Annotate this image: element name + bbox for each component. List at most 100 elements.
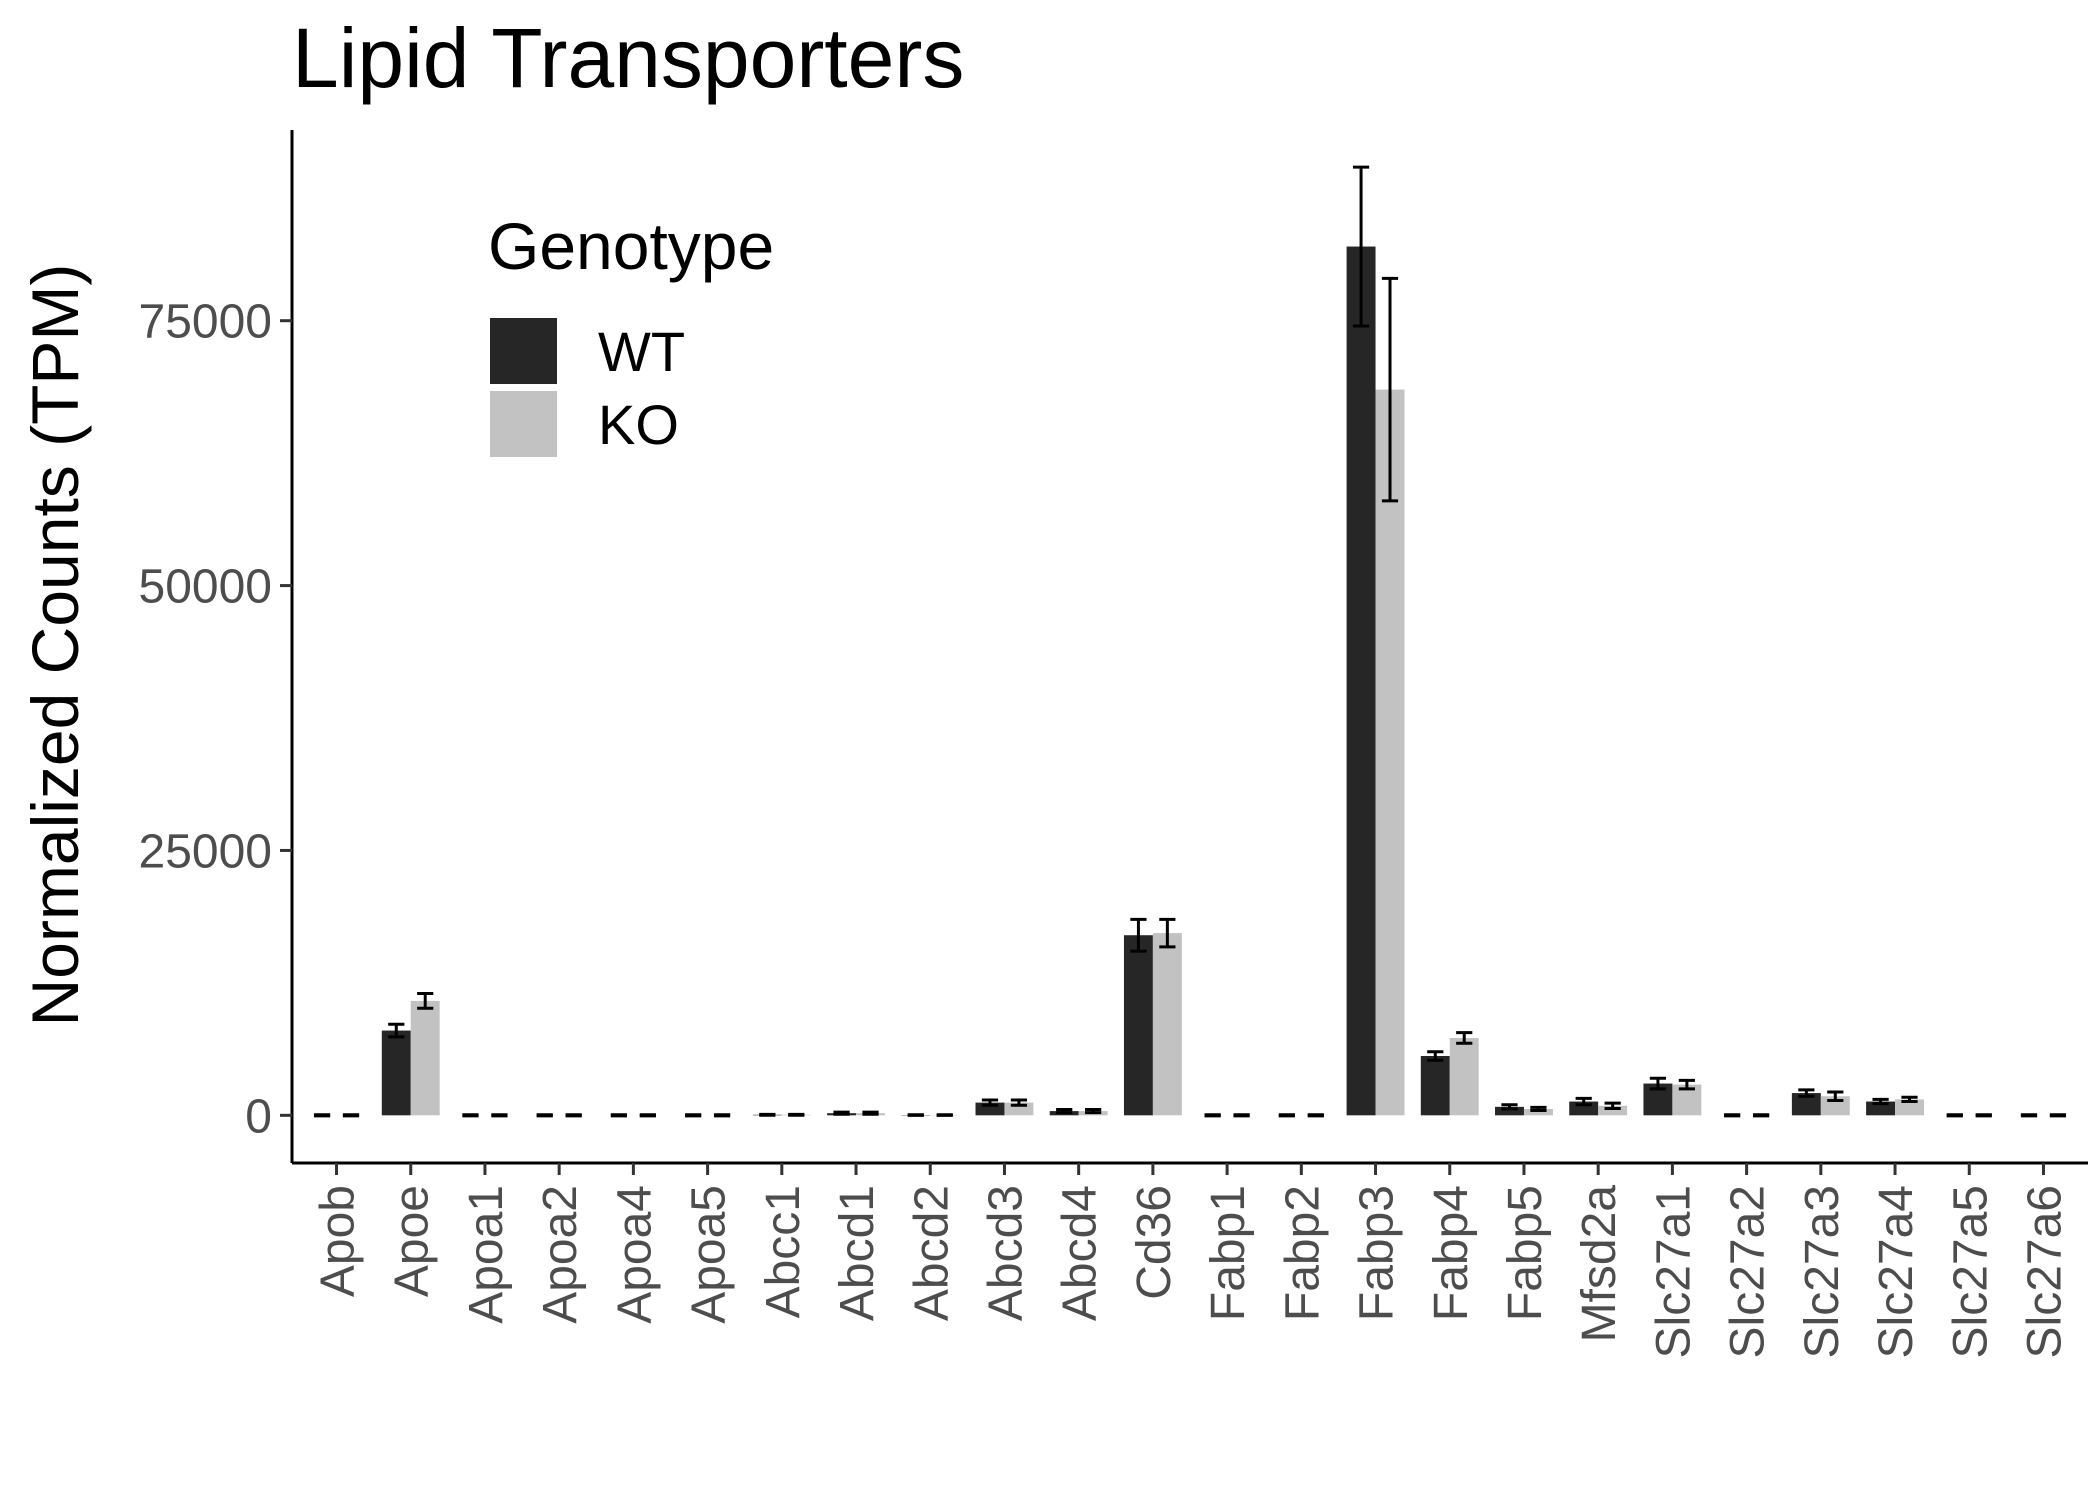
x-tick-label: Apoa5: [683, 1185, 736, 1324]
bar-ko-fabp3: [1375, 389, 1405, 1116]
bar-ko-mfsd2a: [1598, 1105, 1628, 1116]
x-tick-label: Slc27a3: [1796, 1185, 1849, 1358]
errorbar-wt-abcd2: [907, 1113, 924, 1117]
legend-swatch-wt: [490, 318, 557, 384]
bar-wt-apoe: [381, 1030, 411, 1116]
errorbar-ko-fabp3: [1381, 276, 1399, 503]
bar-wt-fabp3: [1346, 246, 1376, 1116]
x-tick-label: Slc27a5: [1944, 1185, 1997, 1358]
errorbar-wt-slc27a6: [2020, 1113, 2038, 1118]
series-ko: [342, 276, 2067, 1118]
errorbar-wt-apoa4: [610, 1113, 628, 1118]
errorbar-wt-slc27a1: [1649, 1076, 1667, 1091]
y-axis-title: Normalized Counts (TPM): [18, 264, 92, 1027]
errorbar-ko-slc27a2: [1752, 1113, 1770, 1118]
bar-wt-cd36: [1123, 935, 1153, 1116]
errorbar-wt-slc27a5: [1946, 1113, 1963, 1118]
x-tick-label: Cd36: [1128, 1185, 1181, 1300]
errorbar-ko-abcd2: [936, 1113, 953, 1117]
errorbar-wt-fabp2: [1278, 1113, 1295, 1118]
bar-wt-fabp4: [1420, 1055, 1450, 1116]
x-tick-label: Slc27a4: [1870, 1185, 1923, 1358]
errorbar-wt-fabp4: [1427, 1050, 1444, 1062]
chart-title: Lipid Transporters: [292, 11, 964, 105]
errorbar-ko-slc27a3: [1827, 1090, 1844, 1102]
errorbar-ko-apoe: [417, 991, 434, 1010]
errorbar-wt-apoa1: [462, 1113, 479, 1118]
errorbar-ko-cd36: [1159, 917, 1176, 949]
x-tick-label: Abcd2: [905, 1185, 958, 1321]
errorbar-wt-abcd4: [1056, 1108, 1073, 1115]
x-tick-label: Fabp3: [1351, 1185, 1404, 1321]
x-tick-label: Mfsd2a: [1573, 1185, 1626, 1343]
bar-ko-slc27a4: [1895, 1099, 1924, 1116]
errorbar-ko-apoa1: [491, 1113, 508, 1118]
errorbar-ko-fabp5: [1530, 1105, 1547, 1113]
x-tick-label: Apoe: [386, 1185, 439, 1297]
errorbar-ko-slc27a1: [1678, 1078, 1695, 1091]
y-tick-label: 50000: [139, 561, 272, 614]
x-tick-label: Fabp5: [1499, 1185, 1552, 1321]
x-tick-label: Abcd1: [831, 1185, 884, 1321]
legend-label-wt: WT: [598, 320, 685, 383]
errorbar-ko-slc27a5: [1975, 1113, 1992, 1118]
errorbar-ko-abcd3: [1010, 1098, 1028, 1107]
errorbar-ko-apoa4: [639, 1113, 656, 1118]
errorbar-ko-fabp2: [1307, 1113, 1324, 1118]
errorbar-wt-slc27a4: [1872, 1097, 1889, 1106]
errorbar-ko-abcd1: [862, 1110, 879, 1116]
errorbar-ko-mfsd2a: [1604, 1101, 1621, 1110]
errorbar-wt-mfsd2a: [1575, 1096, 1592, 1107]
y-tick-label: 0: [245, 1090, 272, 1143]
bar-ko-cd36: [1152, 933, 1182, 1116]
x-tick-label: Abcd4: [1054, 1185, 1107, 1321]
errorbar-wt-apoa5: [685, 1113, 702, 1118]
errorbar-ko-abcd4: [1085, 1108, 1102, 1115]
x-tick-label: Apoa2: [534, 1185, 587, 1324]
x-tick-label: Apoa4: [608, 1185, 661, 1324]
x-tick-label: Apoa1: [460, 1185, 513, 1324]
bar-ko-fabp4: [1449, 1037, 1479, 1116]
y-tick-label: 25000: [139, 825, 272, 878]
bar-wt-slc27a3: [1791, 1093, 1821, 1116]
x-tick-label: Fabp2: [1276, 1185, 1329, 1321]
errorbar-ko-slc27a4: [1901, 1095, 1918, 1104]
series-wt: [313, 165, 2038, 1118]
errorbar-wt-fabp3: [1352, 165, 1370, 328]
errorbar-wt-abcc1: [759, 1112, 776, 1117]
x-tick-label: Apob: [312, 1185, 365, 1297]
legend-label-ko: KO: [598, 393, 679, 456]
x-tick-label: Slc27a6: [2018, 1185, 2071, 1358]
legend: Genotype WT KO: [488, 209, 774, 457]
errorbar-wt-slc27a2: [1724, 1113, 1741, 1118]
errorbar-wt-apoe: [388, 1022, 405, 1039]
errorbar-wt-apoa2: [536, 1113, 553, 1118]
errorbar-ko-apoa2: [565, 1113, 582, 1118]
errorbar-wt-apob: [313, 1113, 331, 1118]
bar-ko-fabp5: [1523, 1108, 1553, 1116]
x-tick-label: Fabp1: [1202, 1185, 1255, 1321]
x-tick-label: Slc27a2: [1722, 1185, 1775, 1358]
errorbar-ko-abcc1: [788, 1112, 805, 1117]
legend-title: Genotype: [488, 209, 774, 283]
x-tick-label: Fabp4: [1425, 1185, 1478, 1321]
errorbar-wt-slc27a3: [1798, 1088, 1815, 1098]
x-tick-label: Abcd3: [979, 1185, 1032, 1321]
errorbar-wt-cd36: [1130, 917, 1147, 953]
errorbar-wt-abcd3: [981, 1098, 999, 1107]
errorbar-wt-abcd1: [833, 1110, 850, 1116]
errorbar-ko-slc27a6: [2049, 1113, 2067, 1118]
errorbar-wt-fabp5: [1501, 1103, 1518, 1111]
errorbar-ko-fabp1: [1233, 1113, 1250, 1118]
bar-wt-fabp5: [1495, 1106, 1524, 1116]
errorbar-ko-apoa5: [713, 1113, 731, 1118]
legend-swatch-ko: [490, 391, 557, 457]
y-tick-label: 75000: [139, 296, 272, 349]
legend-items: WT KO: [490, 318, 685, 457]
x-tick-label: Slc27a1: [1647, 1185, 1700, 1358]
bar-ko-apoe: [410, 1000, 440, 1116]
errorbar-ko-apob: [342, 1113, 360, 1118]
x-tick-label: Abcc1: [757, 1185, 810, 1318]
errorbar-wt-fabp1: [1204, 1113, 1221, 1118]
